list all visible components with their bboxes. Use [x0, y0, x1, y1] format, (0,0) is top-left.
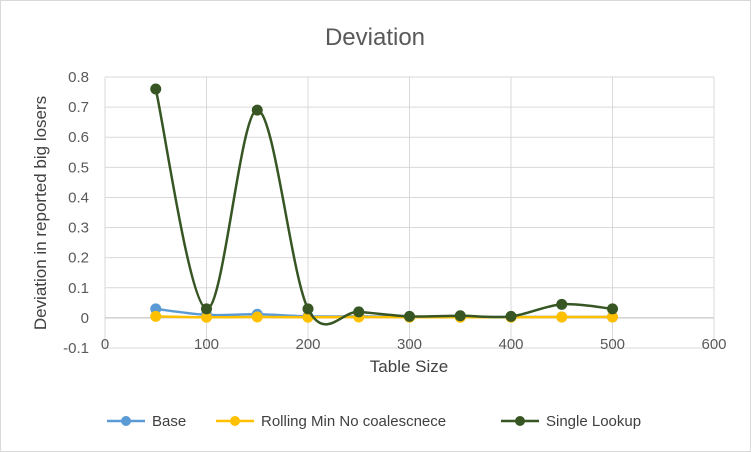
legend-marker	[121, 416, 131, 426]
legend-marker	[515, 416, 525, 426]
x-tick-label: 200	[295, 336, 320, 353]
x-axis-title: Table Size	[370, 357, 448, 376]
data-point	[353, 306, 365, 318]
series-2	[150, 83, 618, 326]
series-line	[155, 307, 613, 319]
chart-title: Deviation	[325, 24, 425, 51]
y-tick-label: 0.1	[68, 280, 89, 297]
y-tick-label: 0.8	[68, 69, 89, 86]
legend-label: Rolling Min No coalescnece	[261, 413, 446, 430]
data-point	[302, 303, 314, 315]
data-point	[251, 104, 263, 116]
series-line	[155, 315, 613, 319]
legend-marker	[230, 416, 240, 426]
series-1	[150, 310, 618, 323]
x-tick-label: 600	[701, 336, 726, 353]
x-tick-label: 100	[194, 336, 219, 353]
y-tick-label: 0.5	[68, 159, 89, 176]
x-tick-label: 0	[101, 336, 109, 353]
data-point	[454, 310, 466, 322]
data-point	[251, 311, 263, 323]
x-tick-label: 400	[498, 336, 523, 353]
x-tick-label: 500	[600, 336, 625, 353]
y-tick-label: -0.1	[63, 340, 89, 357]
legend: Base Rolling Min No coalescnece Single Loo…	[107, 413, 641, 430]
legend-label: Base	[152, 413, 186, 430]
y-axis-title: Deviation in reported big losers	[31, 96, 50, 330]
y-tick-label: 0.2	[68, 250, 89, 267]
x-tick-label: 300	[397, 336, 422, 353]
grid-lines	[104, 76, 715, 349]
series-line	[154, 88, 613, 326]
y-tick-label: 0.6	[68, 129, 89, 146]
y-tick-label: 0	[81, 310, 89, 327]
data-point	[201, 303, 212, 315]
data-point	[556, 298, 568, 310]
y-tick-label: 0.3	[68, 220, 89, 237]
legend-label: Single Lookup	[546, 413, 641, 430]
data-point	[150, 83, 162, 95]
data-point	[556, 311, 568, 323]
series-lines	[150, 83, 618, 326]
y-tick-label: 0.4	[68, 189, 89, 206]
data-point	[607, 303, 618, 315]
data-point	[404, 310, 415, 322]
data-point	[150, 310, 162, 322]
data-point	[505, 310, 517, 322]
tick-labels: -0.1 0 0.1 0.2 0.3 0.4 0.5 0.6 0.7 0.8 0 100 200 300 4…	[63, 69, 726, 357]
y-tick-label: 0.7	[68, 99, 89, 116]
